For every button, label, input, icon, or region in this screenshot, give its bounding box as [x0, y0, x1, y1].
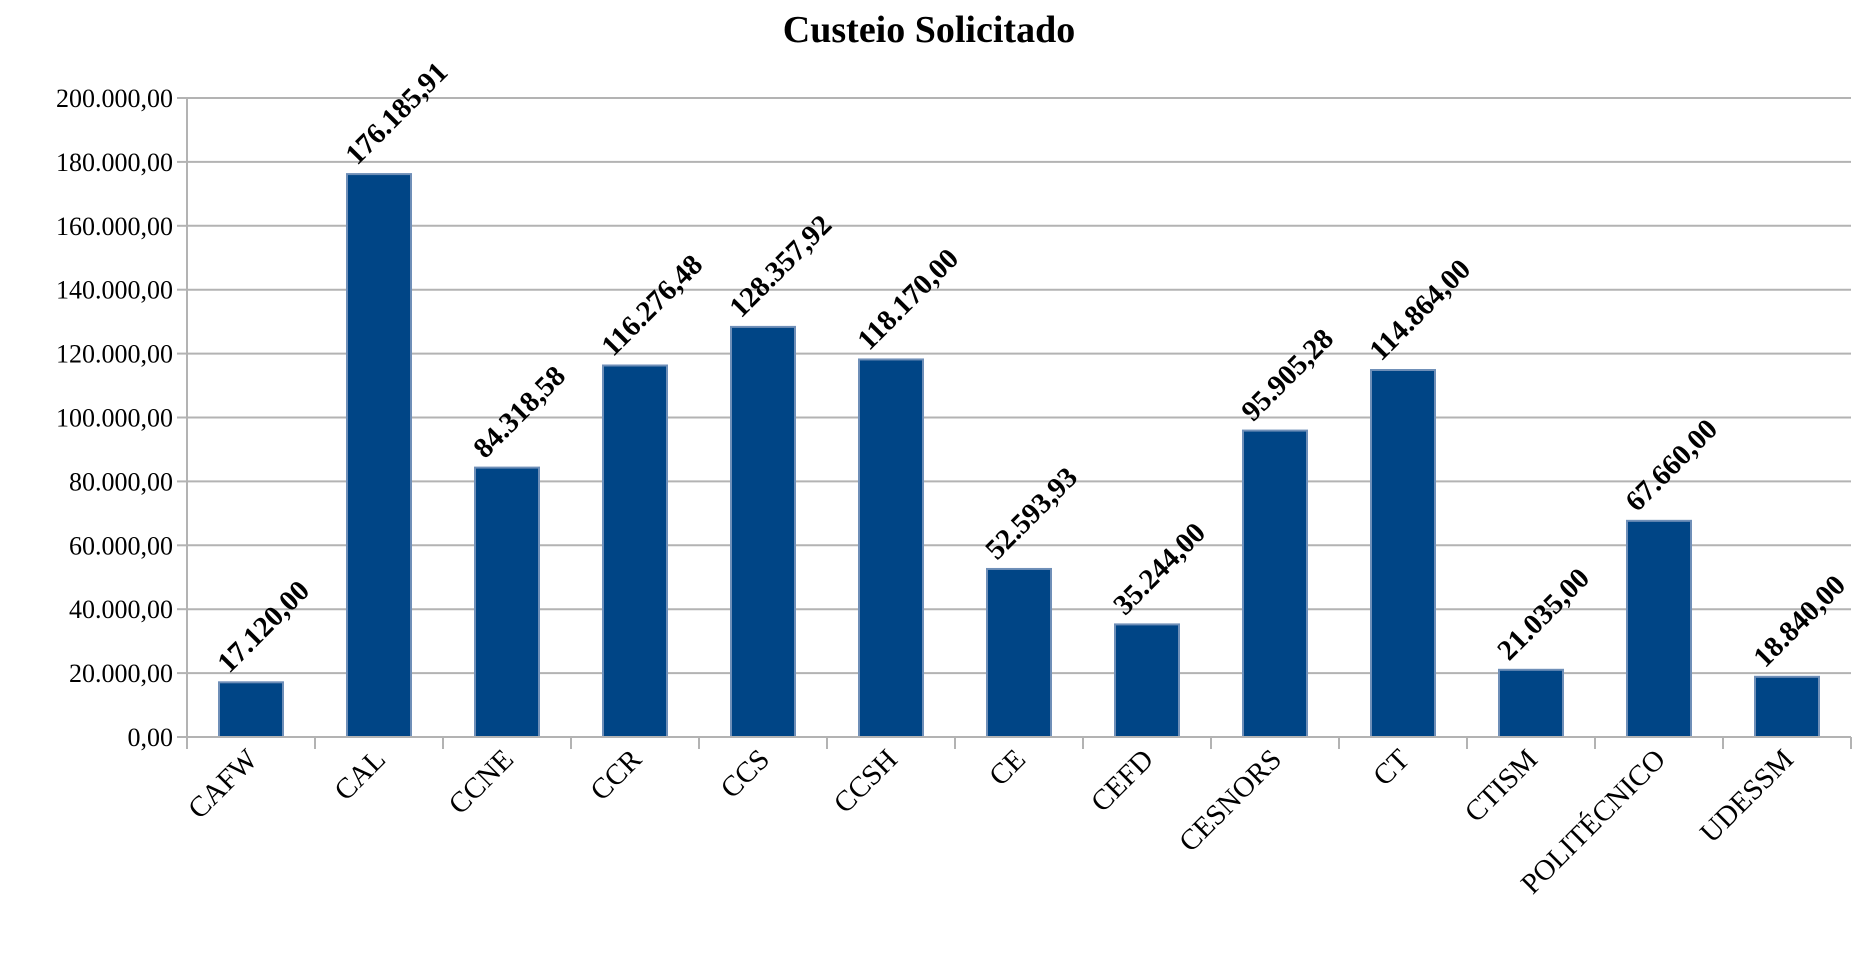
x-tick-label: CAL: [328, 743, 392, 807]
y-tick-label: 60.000,00: [69, 531, 173, 560]
y-tick-label: 140.000,00: [56, 276, 173, 305]
x-tick-label: CCSH: [828, 743, 904, 819]
bar: [730, 325, 796, 738]
x-tick-label: CCS: [715, 743, 776, 804]
chart-title: Custeio Solicitado: [783, 9, 1075, 51]
y-tick-label: 40.000,00: [69, 595, 173, 624]
x-tick-label: CAFW: [182, 743, 264, 825]
bar: [474, 466, 540, 738]
bar: [1114, 623, 1180, 739]
y-tick-label: 100.000,00: [56, 404, 173, 433]
x-tick-label: CCNE: [443, 743, 520, 820]
bar: [1242, 429, 1308, 738]
bar: [218, 681, 284, 738]
value-label: 114.864,00: [1363, 253, 1477, 367]
bar: [1370, 369, 1436, 738]
bar: [1626, 519, 1692, 738]
x-tick-label: CCR: [584, 743, 648, 807]
y-tick-label: 160.000,00: [56, 212, 173, 241]
y-tick-label: 20.000,00: [69, 659, 173, 688]
x-tick-label: CE: [983, 743, 1032, 792]
y-tick-label: 200.000,00: [56, 84, 173, 113]
x-tick-label: CTISM: [1459, 743, 1544, 828]
bar: [346, 173, 412, 739]
x-tick-label: UDESSM: [1694, 743, 1800, 849]
y-tick-label: 0,00: [128, 723, 174, 752]
bar: [858, 358, 924, 738]
value-label: 84.318,58: [467, 360, 572, 465]
bar: [986, 567, 1052, 739]
value-label: 116.276,48: [595, 249, 709, 363]
value-label: 176.185,91: [339, 56, 454, 171]
value-label: 118.170,00: [851, 243, 965, 357]
value-label: 35.244,00: [1107, 517, 1212, 622]
value-label: 17.120,00: [211, 575, 316, 680]
value-label: 18.840,00: [1747, 569, 1852, 674]
x-tick-label: CT: [1367, 743, 1416, 792]
value-label: 95.905,28: [1235, 323, 1340, 428]
bar: [1498, 668, 1564, 738]
y-tick-label: 180.000,00: [56, 148, 173, 177]
value-label: 67.660,00: [1619, 413, 1724, 518]
x-tick-label: CESNORS: [1173, 743, 1288, 858]
bar: [602, 364, 668, 738]
y-tick-label: 120.000,00: [56, 340, 173, 369]
value-label: 52.593,93: [979, 461, 1084, 566]
value-label: 21.035,00: [1491, 562, 1596, 667]
x-tick-label: CEFD: [1085, 743, 1160, 818]
y-tick-label: 80.000,00: [69, 467, 173, 496]
bar: [1754, 675, 1820, 739]
